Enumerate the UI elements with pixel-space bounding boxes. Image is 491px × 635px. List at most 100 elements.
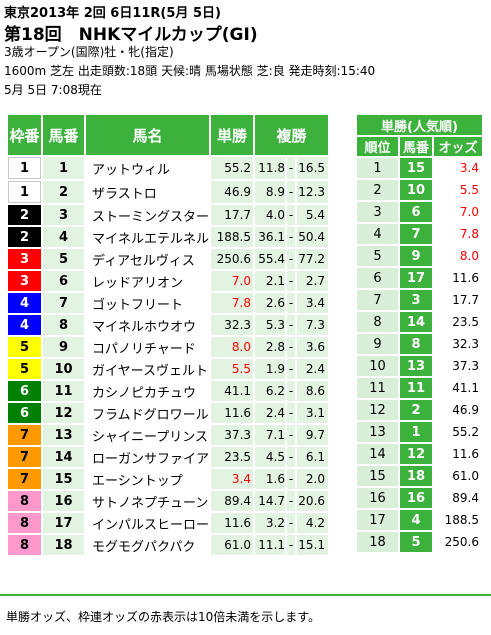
horse-name: ディアセルヴィス: [86, 249, 210, 269]
horse-name: マイネルエテルネル: [86, 227, 210, 247]
popularity-odds: 23.5: [434, 312, 482, 332]
place-odds-low: 11.8: [255, 157, 286, 179]
horse-row: 4 7 ゴットフリート 7.8 2.6-3.4: [8, 293, 329, 313]
popularity-horse-number: 5: [400, 532, 432, 552]
place-odds-high: 77.2: [297, 249, 329, 269]
popularity-table: 単勝(人気順) 順位 馬番 オッズ 1 15 3.4 2 10 5.5 3 6 7.0 4 7 7.8…: [355, 113, 484, 554]
waku-number: 8: [8, 491, 41, 511]
footer-divider: [0, 594, 491, 596]
place-odds-low: 4.5: [255, 447, 286, 467]
place-odds-separator: -: [287, 469, 296, 489]
popularity-row: 8 14 23.5: [357, 312, 482, 332]
win-odds: 61.0: [211, 535, 254, 555]
horse-row: 5 9 コパノリチャード 8.0 2.8-3.6: [8, 337, 329, 357]
race-title: 第18回 NHKマイルカップ(GI): [4, 25, 258, 45]
col-header-name: 馬名: [86, 115, 210, 155]
horse-row: 6 12 フラムドグロワール 11.6 2.4-3.1: [8, 403, 329, 423]
place-odds-low: 3.2: [255, 513, 286, 533]
waku-number: 1: [8, 181, 41, 203]
horse-number: 5: [43, 249, 84, 269]
popularity-title: 単勝(人気順): [357, 115, 482, 135]
win-odds: 188.5: [211, 227, 254, 247]
popularity-rank: 14: [357, 444, 398, 464]
win-odds: 17.7: [211, 205, 254, 225]
horse-number: 10: [43, 359, 84, 379]
col-header-pop-umaban: 馬番: [400, 137, 432, 156]
win-odds: 41.1: [211, 381, 254, 401]
place-odds-separator: -: [287, 227, 296, 247]
horse-number: 6: [43, 271, 84, 291]
waku-number: 7: [8, 425, 41, 445]
popularity-table-header: 順位 馬番 オッズ: [357, 137, 482, 156]
popularity-horse-number: 4: [400, 510, 432, 530]
popularity-rank: 8: [357, 312, 398, 332]
popularity-rank: 6: [357, 268, 398, 288]
place-odds-high: 3.1: [297, 403, 329, 423]
popularity-rank: 7: [357, 290, 398, 310]
waku-number: 5: [8, 359, 41, 379]
popularity-odds: 55.2: [434, 422, 482, 442]
waku-number: 2: [8, 205, 41, 225]
popularity-rank: 13: [357, 422, 398, 442]
horse-row: 2 3 ストーミングスター 17.7 4.0-5.4: [8, 205, 329, 225]
popularity-horse-number: 12: [400, 444, 432, 464]
place-odds-low: 1.6: [255, 469, 286, 489]
horse-name: インパルスヒーロー: [86, 513, 210, 533]
win-odds: 3.4: [211, 469, 254, 489]
odds-timestamp: 5月 5日 7:08現在: [4, 83, 102, 97]
popularity-rank: 3: [357, 202, 398, 222]
popularity-rank: 12: [357, 400, 398, 420]
popularity-horse-number: 2: [400, 400, 432, 420]
popularity-odds: 188.5: [434, 510, 482, 530]
place-odds-separator: -: [287, 157, 296, 179]
win-odds: 37.3: [211, 425, 254, 445]
popularity-row: 6 17 11.6: [357, 268, 482, 288]
waku-number: 6: [8, 381, 41, 401]
place-odds-low: 1.9: [255, 359, 286, 379]
horse-number: 3: [43, 205, 84, 225]
footnote: 単勝オッズ、枠連オッズの赤表示は10倍未満を示します。: [6, 610, 321, 624]
popularity-horse-number: 17: [400, 268, 432, 288]
horse-number: 15: [43, 469, 84, 489]
place-odds-high: 2.7: [297, 271, 329, 291]
popularity-horse-number: 7: [400, 224, 432, 244]
popularity-odds: 7.0: [434, 202, 482, 222]
waku-number: 7: [8, 469, 41, 489]
popularity-rank: 2: [357, 180, 398, 200]
place-odds-high: 6.1: [297, 447, 329, 467]
waku-number: 1: [8, 157, 41, 179]
place-odds-high: 3.6: [297, 337, 329, 357]
place-odds-separator: -: [287, 249, 296, 269]
waku-number: 8: [8, 513, 41, 533]
waku-number: 7: [8, 447, 41, 467]
popularity-horse-number: 9: [400, 246, 432, 266]
horse-row: 8 16 サトノネプチューン 89.4 14.7-20.6: [8, 491, 329, 511]
col-header-fukusho: 複勝: [255, 115, 329, 155]
horse-name: コパノリチャード: [86, 337, 210, 357]
popularity-row: 13 1 55.2: [357, 422, 482, 442]
horse-name: ローガンサファイア: [86, 447, 210, 467]
horse-name: カシノピカチュウ: [86, 381, 210, 401]
popularity-row: 7 3 17.7: [357, 290, 482, 310]
horse-number: 12: [43, 403, 84, 423]
popularity-horse-number: 8: [400, 334, 432, 354]
place-odds-high: 2.0: [297, 469, 329, 489]
horse-name: モグモグパクパク: [86, 535, 210, 555]
popularity-horse-number: 3: [400, 290, 432, 310]
place-odds-low: 5.3: [255, 315, 286, 335]
popularity-row: 17 4 188.5: [357, 510, 482, 530]
place-odds-separator: -: [287, 403, 296, 423]
horse-name: エーシントップ: [86, 469, 210, 489]
place-odds-separator: -: [287, 293, 296, 313]
horse-name: ガイヤースヴェルト: [86, 359, 210, 379]
place-odds-high: 5.4: [297, 205, 329, 225]
win-odds: 250.6: [211, 249, 254, 269]
place-odds-low: 11.1: [255, 535, 286, 555]
place-odds-high: 7.3: [297, 315, 329, 335]
popularity-row: 4 7 7.8: [357, 224, 482, 244]
place-odds-low: 7.1: [255, 425, 286, 445]
win-odds: 55.2: [211, 157, 254, 179]
place-odds-separator: -: [287, 359, 296, 379]
win-odds: 7.8: [211, 293, 254, 313]
horse-number: 13: [43, 425, 84, 445]
